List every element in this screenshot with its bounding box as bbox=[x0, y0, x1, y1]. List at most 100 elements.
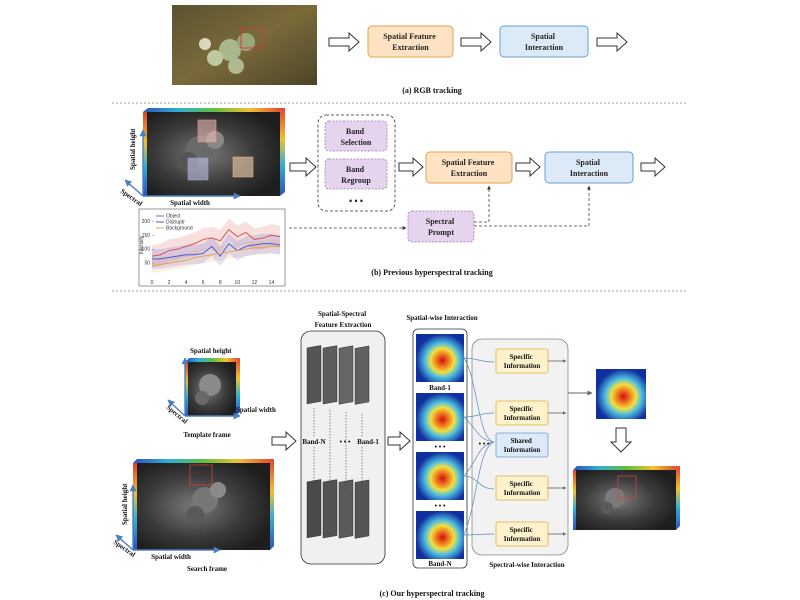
label: Information bbox=[504, 414, 541, 422]
label: Spatial Feature bbox=[383, 32, 436, 41]
hollow-arrow bbox=[328, 31, 360, 53]
chart-ytick-label: 200 bbox=[142, 219, 151, 225]
spatial-interaction-container bbox=[412, 328, 468, 569]
background-region bbox=[232, 156, 254, 178]
hollow-arrow bbox=[460, 31, 492, 53]
ellipsis: • • • bbox=[349, 196, 363, 206]
axis-spectral bbox=[167, 399, 186, 417]
hollow-arrow-down bbox=[609, 427, 633, 453]
chart-legend-label: Distruptr bbox=[166, 220, 185, 226]
svg-text:Band Selection: Band Selection bbox=[341, 127, 372, 147]
band-ellipsis: • • • bbox=[435, 502, 446, 510]
spectral-prompt-box bbox=[407, 210, 475, 243]
search-frame-label: Search frame bbox=[187, 565, 227, 573]
chart-band bbox=[152, 239, 280, 273]
svg-text:Specific Information: Specific Information bbox=[504, 353, 541, 370]
chart-legend-label: Background bbox=[166, 226, 193, 232]
label: Band bbox=[346, 127, 365, 136]
spatial-feature-extraction-box bbox=[367, 25, 454, 58]
band-dotted-guides bbox=[313, 408, 363, 494]
svg-text:Spatial Feature Extracti: Spatial Feature Extraction bbox=[383, 32, 438, 52]
svg-text:Specific Information: Specific Information bbox=[504, 405, 541, 422]
svg-text:Spectral Prompt: Spectral Prompt bbox=[426, 217, 456, 237]
label: Band bbox=[346, 165, 365, 174]
chart-xtick-label: 12 bbox=[252, 280, 258, 286]
distractor-region bbox=[187, 157, 209, 181]
feature-extraction-title: Feature Extraction bbox=[315, 321, 372, 329]
caption-c: (c) Our hyperspectral tracking bbox=[380, 589, 485, 598]
panel-c: Spatial height Spatial width Spectral Te… bbox=[112, 310, 680, 598]
hollow-arrow bbox=[398, 156, 424, 178]
band-selection-box bbox=[324, 120, 388, 152]
label: Spatial bbox=[576, 158, 601, 167]
band-stack-bottom bbox=[306, 479, 370, 539]
label: Extraction bbox=[392, 43, 429, 52]
axis-spectral bbox=[115, 534, 134, 551]
hollow-arrow bbox=[515, 156, 541, 178]
band-ellipsis: • • • bbox=[435, 443, 446, 451]
chart-series-line bbox=[151, 245, 280, 267]
rgb-target-bbox bbox=[240, 27, 264, 49]
spectral-interaction-title: Spectral-wise Interaction bbox=[489, 561, 564, 569]
label: Spatial Feature bbox=[442, 158, 495, 167]
info-connectors bbox=[463, 357, 495, 536]
hollow-arrow bbox=[640, 156, 666, 178]
chart-legend-label: Object bbox=[166, 214, 181, 220]
band-ellipsis: • • • bbox=[479, 440, 490, 448]
band-1-label: Band-1 bbox=[429, 384, 451, 392]
chart-xtick-label: 8 bbox=[219, 280, 222, 286]
axis-label-width: Spatial width bbox=[236, 406, 276, 414]
search-target-bbox bbox=[189, 464, 213, 486]
caption-b: (b) Previous hyperspectral tracking bbox=[371, 268, 492, 277]
label: Information bbox=[504, 489, 541, 497]
axis-label-width: Spatial width bbox=[170, 199, 210, 207]
svg-text:Spatial Interaction: Spatial Interaction bbox=[525, 32, 564, 52]
axis-label-spectral: Spectral bbox=[119, 187, 144, 208]
band-1-label: Band-1 bbox=[357, 438, 379, 446]
chart-series-line bbox=[152, 242, 281, 260]
label: Information bbox=[504, 362, 541, 370]
chart-ylabel: Intensity bbox=[139, 235, 145, 254]
chart-series-line bbox=[151, 228, 281, 257]
panel-b: Spatial height Spatial width Spectral In… bbox=[119, 108, 666, 287]
feature-extraction-title: Spatial-Spectral bbox=[318, 310, 366, 318]
spectral-curve-chart: Intensity 50 100 150 200 0 2 4 6 8 10 12 14 ObjectDis… bbox=[138, 208, 286, 287]
svg-text:Spatial-Spectral Feature: Spatial-Spectral Feature Extraction bbox=[315, 310, 372, 329]
info-to-border-arrows bbox=[548, 359, 567, 536]
hollow-arrow bbox=[387, 430, 411, 452]
spatial-interaction-title: Spatial-wise Interaction bbox=[406, 314, 477, 322]
axis-spectral bbox=[124, 179, 144, 197]
shared-information-box bbox=[495, 432, 549, 458]
label: Extraction bbox=[451, 169, 488, 178]
rgb-image-object bbox=[199, 33, 255, 74]
spatial-feature-extraction-box bbox=[425, 151, 513, 184]
attention-map bbox=[416, 393, 464, 441]
dashed-connector bbox=[474, 185, 491, 223]
response-map bbox=[596, 369, 646, 419]
search-cube bbox=[133, 459, 274, 550]
hollow-arrow bbox=[289, 156, 317, 178]
label: Selection bbox=[341, 138, 372, 147]
attention-map bbox=[416, 452, 464, 500]
axis-label-width: Spatial width bbox=[151, 553, 191, 561]
band-module-group bbox=[317, 114, 396, 212]
template-frame-label: Template frame bbox=[183, 431, 230, 439]
attention-map bbox=[416, 511, 464, 559]
label: Prompt bbox=[428, 228, 454, 237]
hollow-arrow bbox=[271, 430, 297, 452]
axis-label-height: Spatial height bbox=[121, 483, 129, 525]
svg-text:Band Regroup: Band Regroup bbox=[341, 165, 371, 185]
svg-text:Shared Information: Shared Information bbox=[504, 437, 541, 454]
chart-xtick-label: 14 bbox=[269, 280, 275, 286]
band-stack-top bbox=[306, 345, 370, 405]
label: Regroup bbox=[341, 176, 371, 185]
chart-xtick-label: 4 bbox=[185, 280, 188, 286]
label: Shared bbox=[510, 437, 531, 445]
label: Spatial bbox=[531, 32, 556, 41]
chart-xtick-label: 0 bbox=[151, 280, 154, 286]
label: Specific bbox=[509, 480, 532, 488]
chart-xtick-label: 10 bbox=[235, 280, 241, 286]
dashed-connector bbox=[474, 185, 591, 227]
label: Specific bbox=[509, 353, 532, 361]
